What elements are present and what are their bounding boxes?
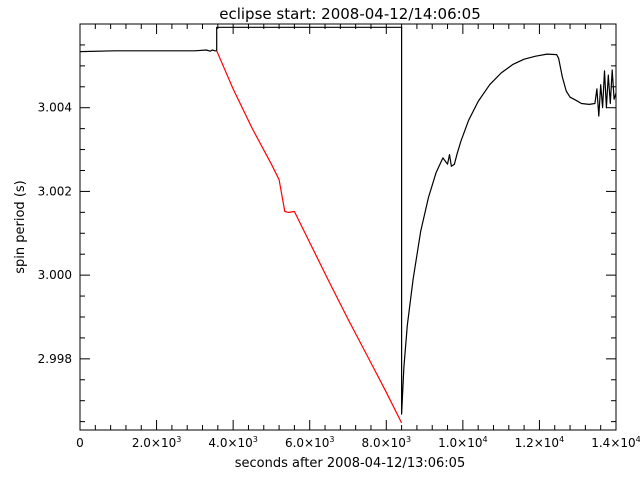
plot-frame — [79, 23, 617, 431]
y-axis-label: spin period (s) — [13, 180, 28, 273]
x-axis-label: seconds after 2008-04-12/13:06:05 — [235, 456, 465, 471]
x-tick-label: 8.0×103 — [362, 435, 412, 450]
x-tick-label: 0 — [76, 436, 84, 450]
series-layer — [79, 26, 617, 424]
y-tick-label: 3.002 — [38, 184, 72, 198]
x-tick-label: 6.0×103 — [285, 435, 335, 450]
chart-title: eclipse start: 2008-04-12/14:06:05 — [219, 5, 481, 23]
y-tick-label: 3.000 — [38, 268, 72, 282]
series-line-1 — [79, 26, 617, 415]
x-tick-label: 2.0×103 — [132, 435, 182, 450]
series-line-2 — [216, 50, 403, 424]
x-tick-label: 4.0×103 — [208, 435, 258, 450]
x-tick-label: 1.4×104 — [591, 435, 640, 450]
y-tick-label: 3.004 — [38, 101, 72, 115]
x-tick-label: 1.2×104 — [515, 435, 565, 450]
x-tick-label: 1.0×104 — [438, 435, 488, 450]
y-axis: 2.998 3.000 3.002 3.004 — [38, 23, 616, 423]
y-tick-label: 2.998 — [38, 352, 72, 366]
x-axis: 0 2.0×103 4.0×103 6.0×103 8.0×103 1.0×104 1.2×… — [76, 24, 640, 450]
